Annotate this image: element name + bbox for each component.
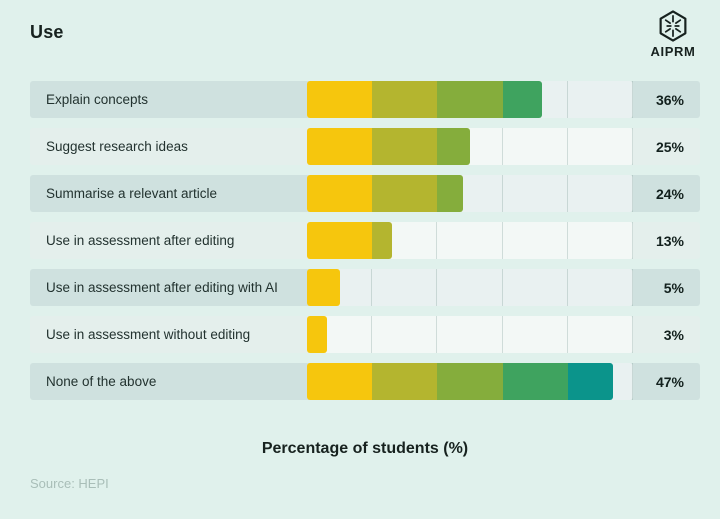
gridline-cell [372,269,438,306]
bar-track [307,175,634,212]
gridline-cell [437,175,503,212]
value-label: 13% [655,232,684,249]
gridline-cell [437,269,503,306]
bar-segment [372,128,438,165]
bar-segment [567,363,614,400]
category-label: Use in assessment after editing with AI [46,280,278,295]
chart-row: None of the above 47% [30,363,700,400]
bar-segment [437,81,503,118]
gridline-cell [307,269,373,306]
value-label: 5% [663,279,684,296]
bar [307,175,464,212]
bar-segment [372,81,438,118]
category-label: Use in assessment after editing [46,233,235,248]
gridline-cell [503,269,568,306]
gridline-cell [372,222,438,259]
gridline-cell [568,316,634,353]
gridline-cell [503,175,568,212]
bar-segment [502,81,542,118]
brand-name: AIPRM [650,44,696,59]
aiprm-logo-icon [659,10,687,42]
bar [307,81,542,118]
bar-track [307,128,634,165]
bar-segment [437,175,464,212]
page-title: Use [30,22,64,42]
gridline-cell [503,128,568,165]
bar-segment [437,128,470,165]
bar-segment [307,128,373,165]
gridline-cell [437,316,503,353]
bar [307,222,392,259]
value-label: 3% [663,326,684,343]
category-label: None of the above [46,374,157,389]
bar [307,269,340,306]
bar-track [307,363,634,400]
chart-row: Explain concepts 36% [30,81,700,118]
gridline-cell [568,363,634,400]
bar-segment [307,316,327,353]
chart-row: Use in assessment after editing with AI … [30,269,700,306]
bar-track [307,316,634,353]
gridline-cell [503,81,568,118]
gridline-cell [568,222,634,259]
bar-segment [307,222,373,259]
chart-row: Use in assessment after editing 13% [30,222,700,259]
gridline-cells [307,316,634,353]
category-label: Explain concepts [46,92,149,107]
gridline-cell [503,222,568,259]
gridline-cell [568,175,634,212]
chart-row: Suggest research ideas 25% [30,128,700,165]
category-label: Suggest research ideas [46,139,188,154]
source-note: Source: HEPI [30,476,109,491]
chart-card: Use AIPRM Explain concepts 36% Sugge [30,10,704,457]
value-label: 36% [655,91,684,108]
bar-segment [307,363,373,400]
gridline-cell [568,128,634,165]
bar [307,316,327,353]
value-label: 24% [655,185,684,202]
bar-segment [372,222,392,259]
bar-segment [307,175,373,212]
gridline-cells [307,269,634,306]
bar-segment [307,81,373,118]
chart-row: Summarise a relevant article 24% [30,175,700,212]
chart-row: Use in assessment without editing 3% [30,316,700,353]
bar [307,128,470,165]
brand-badge: AIPRM [642,10,704,59]
bar-segment [372,363,438,400]
bar-track [307,81,634,118]
x-axis-label: Percentage of students (%) [261,440,469,457]
bar-track [307,269,634,306]
value-label: 25% [655,138,684,155]
bar-segment [437,363,503,400]
gridline-cell [568,269,634,306]
bar [307,363,614,400]
category-label: Summarise a relevant article [46,186,218,201]
value-label: 47% [655,373,684,390]
chart-rows: Explain concepts 36% Suggest research id… [30,81,700,400]
gridline-cell [437,222,503,259]
bar-segment [307,269,340,306]
bar-segment [502,363,568,400]
gridline-cell [437,128,503,165]
gridline-cell [307,316,373,353]
category-label: Use in assessment without editing [46,327,251,342]
gridline-cell [568,81,634,118]
bar-segment [372,175,438,212]
bar-track [307,222,634,259]
gridline-cell [372,316,438,353]
gridline-cell [503,316,568,353]
